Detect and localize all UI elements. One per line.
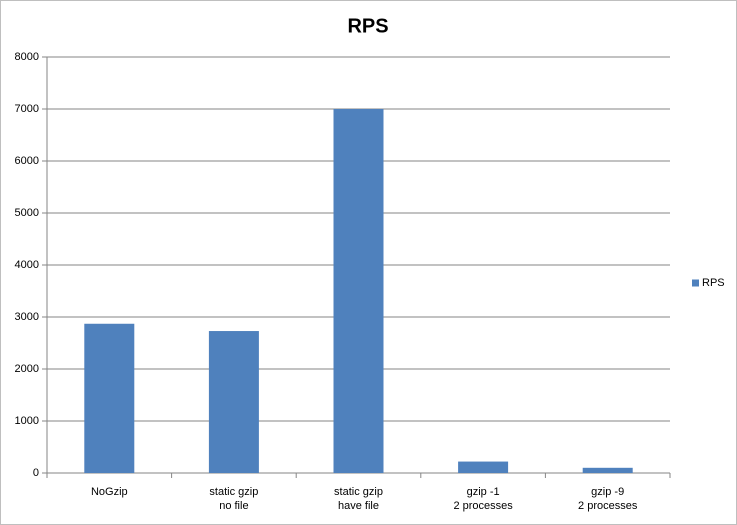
y-tick-label: 6000: [15, 155, 39, 167]
bar: [84, 323, 135, 473]
y-tick-label: 8000: [15, 51, 39, 63]
legend-swatch: [692, 279, 699, 287]
bar: [458, 461, 509, 473]
bar: [208, 331, 259, 473]
bar: [333, 109, 384, 473]
y-tick-label: 5000: [15, 207, 39, 219]
x-tick-label: static gzip have file: [334, 486, 383, 512]
bar: [582, 467, 633, 473]
x-tick-label: static gzip no file: [209, 486, 259, 512]
x-tick-label: gzip -9 2 processes: [578, 486, 638, 512]
y-tick-label: 2000: [15, 363, 39, 375]
y-tick-label: 4000: [15, 259, 39, 271]
y-tick-label: 0: [33, 467, 39, 479]
x-tick-label: NoGzip: [90, 486, 128, 498]
x-tick-label: gzip -1 2 processes: [453, 486, 513, 512]
y-tick-label: 7000: [15, 103, 39, 115]
chart-title: RPS: [347, 15, 388, 37]
legend-label: RPS: [702, 277, 725, 289]
y-tick-label: 1000: [15, 415, 39, 427]
y-tick-label: 3000: [15, 311, 39, 323]
